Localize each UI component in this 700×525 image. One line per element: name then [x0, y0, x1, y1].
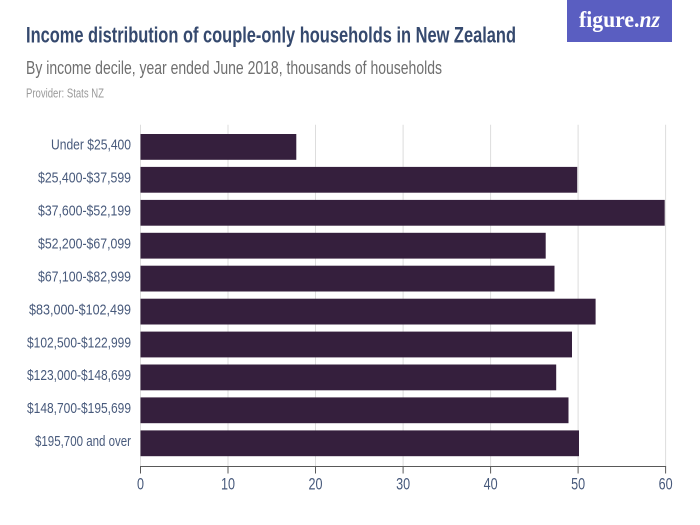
svg-text:60: 60	[659, 475, 673, 494]
svg-text:$67,100-$82,999: $67,100-$82,999	[38, 268, 131, 285]
svg-text:By income decile, year ended J: By income decile, year ended June 2018, …	[26, 58, 442, 78]
svg-text:$148,700-$195,699: $148,700-$195,699	[27, 400, 131, 417]
svg-text:Provider: Stats NZ: Provider: Stats NZ	[26, 87, 104, 101]
svg-text:$37,600-$52,199: $37,600-$52,199	[38, 203, 131, 220]
svg-text:Income distribution of couple-: Income distribution of couple-only house…	[26, 23, 516, 48]
svg-text:40: 40	[484, 475, 498, 494]
svg-text:$195,700 and over: $195,700 and over	[35, 433, 131, 450]
svg-text:30: 30	[396, 475, 410, 494]
svg-text:0: 0	[137, 475, 144, 494]
svg-text:$25,400-$37,599: $25,400-$37,599	[38, 170, 131, 187]
svg-text:$102,500-$122,999: $102,500-$122,999	[27, 334, 131, 351]
svg-text:$83,000-$102,499: $83,000-$102,499	[29, 301, 131, 318]
svg-text:Under $25,400: Under $25,400	[51, 137, 131, 154]
svg-text:20: 20	[309, 475, 323, 494]
svg-text:50: 50	[571, 475, 585, 494]
svg-text:figure.nz: figure.nz	[579, 7, 660, 32]
svg-text:$123,000-$148,699: $123,000-$148,699	[27, 367, 131, 384]
svg-text:$52,200-$67,099: $52,200-$67,099	[38, 236, 131, 253]
svg-text:10: 10	[221, 475, 235, 494]
